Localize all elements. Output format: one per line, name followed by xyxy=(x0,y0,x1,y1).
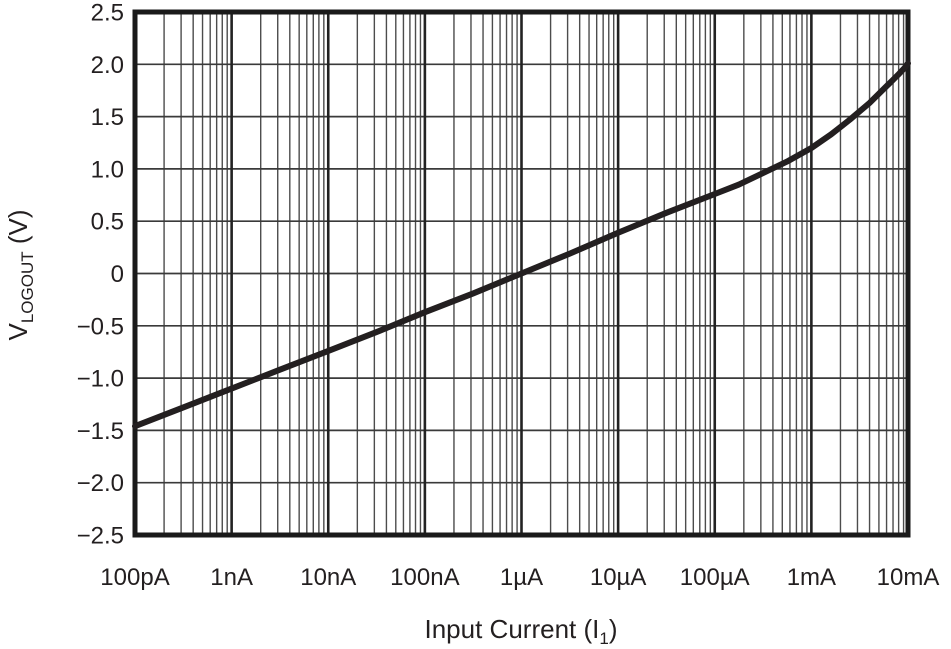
x-axis-title-main: Input Current (I xyxy=(425,614,600,644)
y-tick-labels: 2.5 2.0 1.5 1.0 0.5 0 −0.5 −1.0 −1.5 −2.0 −2.5 xyxy=(77,0,124,550)
x-tick-label: 10µA xyxy=(590,564,647,591)
grid-major-verticals xyxy=(230,12,813,535)
y-axis-title-subscript: LOGOUT xyxy=(18,251,37,323)
x-tick-label: 100µA xyxy=(680,564,750,591)
y-tick-label: 1.0 xyxy=(91,156,124,183)
y-tick-label: 0.5 xyxy=(91,209,124,236)
y-axis-title-end: (V) xyxy=(3,209,33,251)
x-tick-label: 10mA xyxy=(877,564,940,591)
x-tick-label: 1µA xyxy=(500,564,543,591)
y-tick-label: −2.0 xyxy=(77,470,124,497)
y-tick-label: 2.0 xyxy=(91,52,124,79)
data-line xyxy=(132,60,911,430)
x-axis-title-subscript: 1 xyxy=(599,629,608,648)
y-tick-label: 0 xyxy=(111,261,124,288)
x-tick-label: 100pA xyxy=(100,564,169,591)
y-tick-label: 2.5 xyxy=(91,0,124,27)
x-tick-labels: 100pA 1nA 10nA 100nA 1µA 10µA 100µA 1mA 10mA xyxy=(100,564,939,591)
y-tick-label: 1.5 xyxy=(91,104,124,131)
plot-border xyxy=(132,9,911,538)
x-axis-title: Input Current (I1) xyxy=(425,614,618,648)
x-tick-label: 100nA xyxy=(390,564,459,591)
y-tick-label: −1.0 xyxy=(77,366,124,393)
x-tick-label: 1nA xyxy=(210,564,253,591)
y-axis-title: VLOGOUT (V) xyxy=(3,209,37,340)
y-axis-title-main: V xyxy=(3,323,33,341)
x-tick-label: 1mA xyxy=(787,564,836,591)
y-tick-label: −2.5 xyxy=(77,523,124,550)
x-axis-title-end: ) xyxy=(609,614,618,644)
y-tick-label: −1.5 xyxy=(77,418,124,445)
x-tick-label: 10nA xyxy=(300,564,356,591)
y-tick-label: −0.5 xyxy=(77,313,124,340)
